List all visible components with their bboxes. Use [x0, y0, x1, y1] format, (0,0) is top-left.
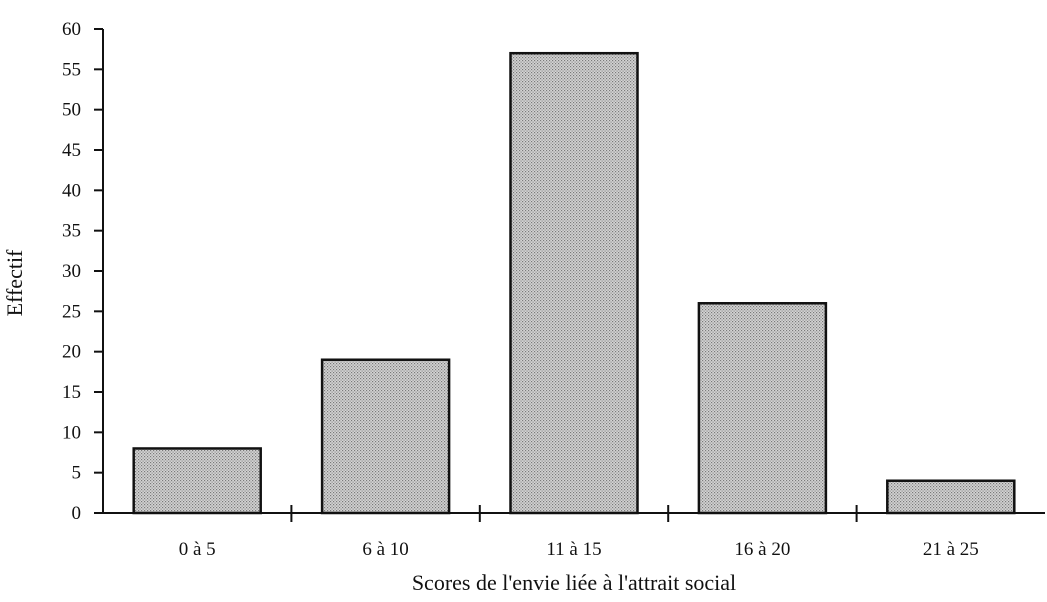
bars [134, 53, 1015, 513]
bar [511, 53, 638, 513]
y-tick-label: 20 [62, 342, 81, 363]
y-axis-title: Effectif [2, 249, 27, 316]
x-tick-label: 11 à 15 [546, 539, 601, 560]
y-tick-label: 55 [62, 59, 81, 80]
bar [322, 360, 449, 513]
y-tick-label: 35 [62, 221, 81, 242]
bar [134, 448, 261, 513]
y-tick-label: 40 [62, 180, 81, 201]
x-tick-label: 0 à 5 [179, 539, 216, 560]
y-tick-label: 10 [62, 422, 81, 443]
bar [699, 303, 826, 513]
x-tick-label: 21 à 25 [923, 539, 979, 560]
x-tick-label: 16 à 20 [734, 539, 790, 560]
y-tick-label: 60 [62, 19, 81, 40]
y-axis-ticks: 0 5 10 15 20 25 30 35 40 45 50 55 60 [62, 19, 103, 524]
y-tick-label: 25 [62, 301, 81, 322]
bar [887, 481, 1014, 513]
y-tick-label: 0 [72, 503, 82, 524]
x-axis-title: Scores de l'envie liée à l'attrait socia… [412, 570, 736, 595]
x-tick-label: 6 à 10 [362, 539, 408, 560]
y-tick-label: 45 [62, 140, 81, 161]
y-tick-label: 5 [72, 463, 82, 484]
y-tick-label: 50 [62, 100, 81, 121]
y-tick-label: 15 [62, 382, 81, 403]
y-tick-label: 30 [62, 261, 81, 282]
